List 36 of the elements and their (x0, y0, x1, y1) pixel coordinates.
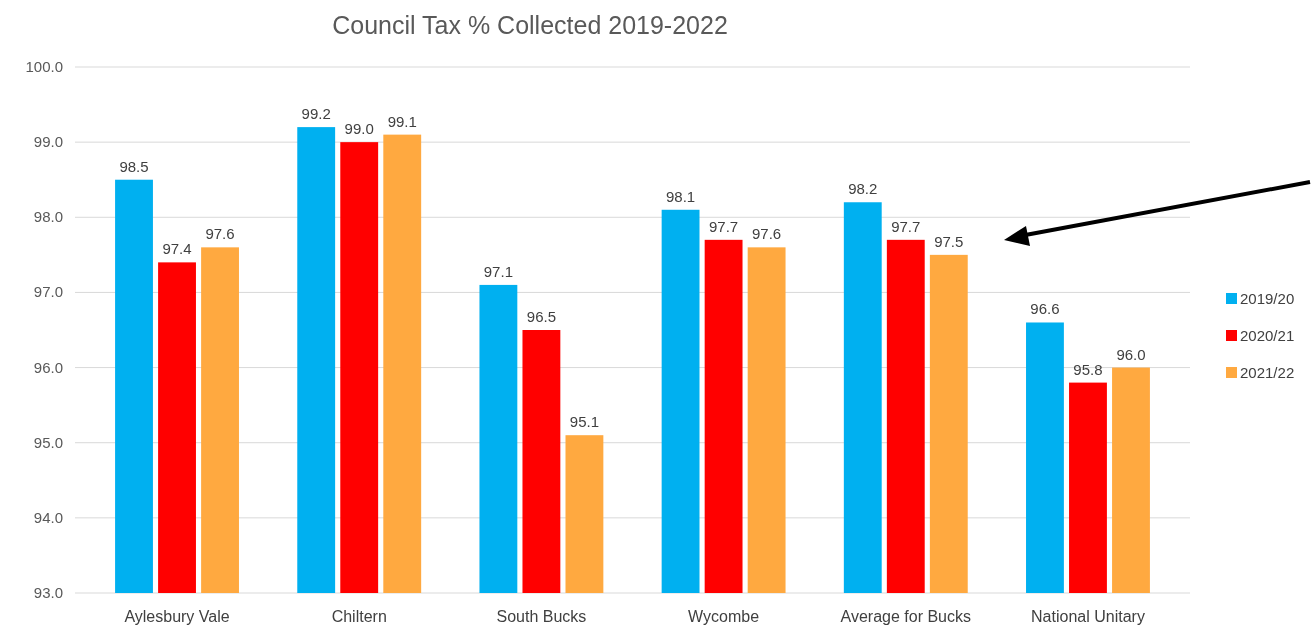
y-tick-label: 94.0 (33, 508, 63, 526)
chart-title: Council Tax % Collected 2019-2022 (332, 11, 728, 39)
data-label: 99.2 (301, 105, 331, 123)
y-tick-label: 96.0 (33, 358, 63, 376)
data-label: 96.6 (1030, 300, 1060, 318)
y-tick-label: 97.0 (33, 283, 63, 301)
x-tick-label: Chiltern (331, 608, 387, 625)
data-label: 97.4 (162, 240, 192, 258)
data-label: 98.5 (119, 157, 149, 175)
legend-label: 2021/22 (1240, 364, 1295, 381)
data-label: 99.1 (387, 112, 417, 130)
x-tick-label: Average for Bucks (840, 608, 971, 625)
x-tick-label: South Bucks (496, 608, 587, 625)
data-label: 96.5 (526, 308, 557, 325)
y-tick-label: 100.0 (25, 58, 63, 75)
data-label: 99.0 (344, 120, 374, 138)
data-label: 98.2 (848, 180, 878, 198)
y-tick-label: 99.0 (33, 133, 63, 151)
x-tick-label: Wycombe (688, 608, 760, 625)
data-label: 96.0 (1116, 345, 1146, 363)
data-label: 97.6 (752, 225, 782, 243)
data-label: 97.5 (934, 232, 964, 250)
y-tick-label: 95.0 (33, 433, 63, 451)
y-tick-label: 98.0 (33, 208, 63, 226)
y-tick-label: 93.0 (33, 584, 63, 601)
data-label: 97.7 (708, 217, 739, 235)
data-label: 97.7 (891, 217, 921, 235)
x-tick-label: Aylesbury Vale (124, 608, 230, 625)
x-tick-label: National Unitary (1031, 608, 1145, 625)
data-label: 97.1 (483, 262, 513, 280)
legend-label: 2019/20 (1240, 290, 1295, 307)
data-label: 95.1 (569, 413, 600, 431)
data-label: 98.1 (665, 187, 696, 205)
data-label: 97.6 (205, 225, 235, 243)
legend-label: 2020/21 (1240, 327, 1295, 344)
data-label: 95.8 (1073, 360, 1103, 378)
